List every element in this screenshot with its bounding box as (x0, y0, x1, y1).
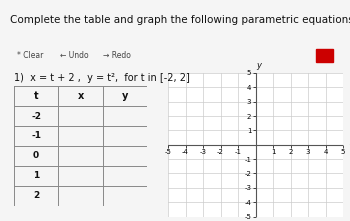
Text: y: y (122, 91, 128, 101)
Text: 1: 1 (33, 171, 39, 180)
Text: Complete the table and graph the following parametric equations.: Complete the table and graph the followi… (10, 15, 350, 25)
Text: t: t (34, 91, 38, 101)
Text: 1)  x = t + 2 ,  y = t²,  for t in [-2, 2]: 1) x = t + 2 , y = t², for t in [-2, 2] (14, 73, 190, 83)
Text: 2: 2 (33, 191, 39, 200)
Text: 0: 0 (33, 151, 39, 160)
Text: * Clear: * Clear (17, 51, 43, 60)
Text: -1: -1 (31, 131, 41, 140)
Bar (316, 49, 333, 62)
Text: -2: -2 (31, 112, 41, 120)
Text: → Redo: → Redo (103, 51, 131, 60)
Text: x: x (77, 91, 84, 101)
Text: x: x (349, 138, 350, 147)
Text: y: y (257, 61, 261, 70)
Text: ← Undo: ← Undo (60, 51, 89, 60)
